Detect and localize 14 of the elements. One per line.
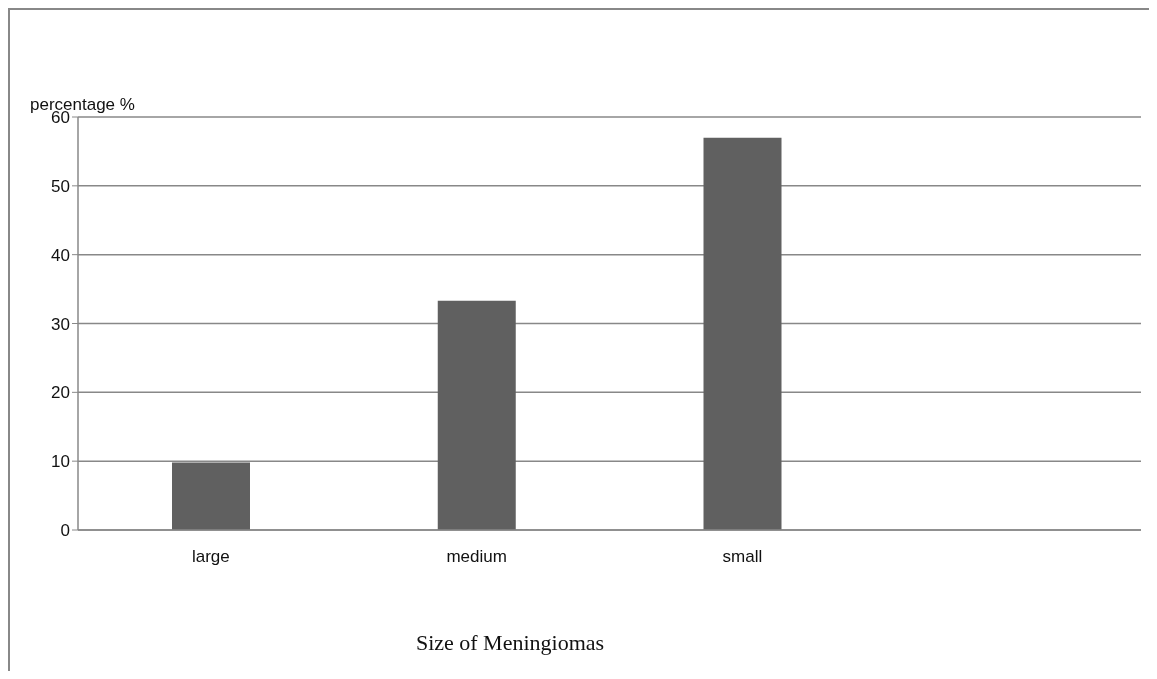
x-tick-label: medium bbox=[446, 547, 507, 567]
bar bbox=[437, 300, 516, 530]
y-tick-label: 50 bbox=[51, 176, 70, 196]
x-tick-label: large bbox=[191, 547, 230, 567]
y-tick-label: 20 bbox=[51, 383, 70, 403]
bar bbox=[703, 137, 782, 530]
y-tick-label: 40 bbox=[51, 245, 70, 265]
bar bbox=[172, 462, 250, 530]
x-tick-label: small bbox=[722, 547, 763, 567]
y-tick-label: 10 bbox=[51, 452, 70, 472]
y-tick-label: 30 bbox=[51, 314, 70, 334]
x-axis-title: Size of Meningiomas bbox=[414, 630, 606, 656]
y-tick-label: 0 bbox=[60, 521, 70, 541]
y-axis-title: percentage % bbox=[30, 95, 135, 114]
